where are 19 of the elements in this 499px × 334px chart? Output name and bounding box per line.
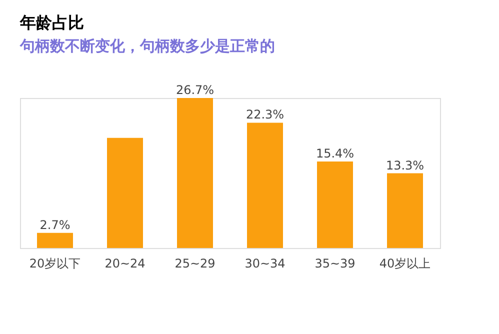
x-tick-label: 25~29 — [174, 256, 216, 270]
x-tick-label: 40岁以上 — [379, 256, 431, 270]
x-tick-label: 30~34 — [244, 256, 286, 270]
x-tick-label: 35~39 — [314, 256, 356, 270]
data-label: 15.4% — [316, 146, 354, 160]
text: 句柄数不断变化，句柄数多少是正常的 — [19, 37, 275, 55]
data-label: 26.7% — [176, 83, 214, 97]
bar — [317, 161, 353, 248]
x-tick-label: 20~24 — [104, 256, 146, 270]
bar — [177, 98, 213, 248]
bar — [247, 122, 283, 248]
bar — [37, 232, 73, 248]
data-label: 22.3% — [246, 108, 284, 122]
data-label: 2.7% — [40, 218, 70, 232]
data-label: 13.3% — [386, 158, 424, 172]
chart-title: 年龄占比 — [19, 13, 84, 32]
bar — [387, 173, 423, 248]
x-tick-label: 20岁以下 — [29, 256, 81, 270]
bar — [107, 138, 143, 248]
